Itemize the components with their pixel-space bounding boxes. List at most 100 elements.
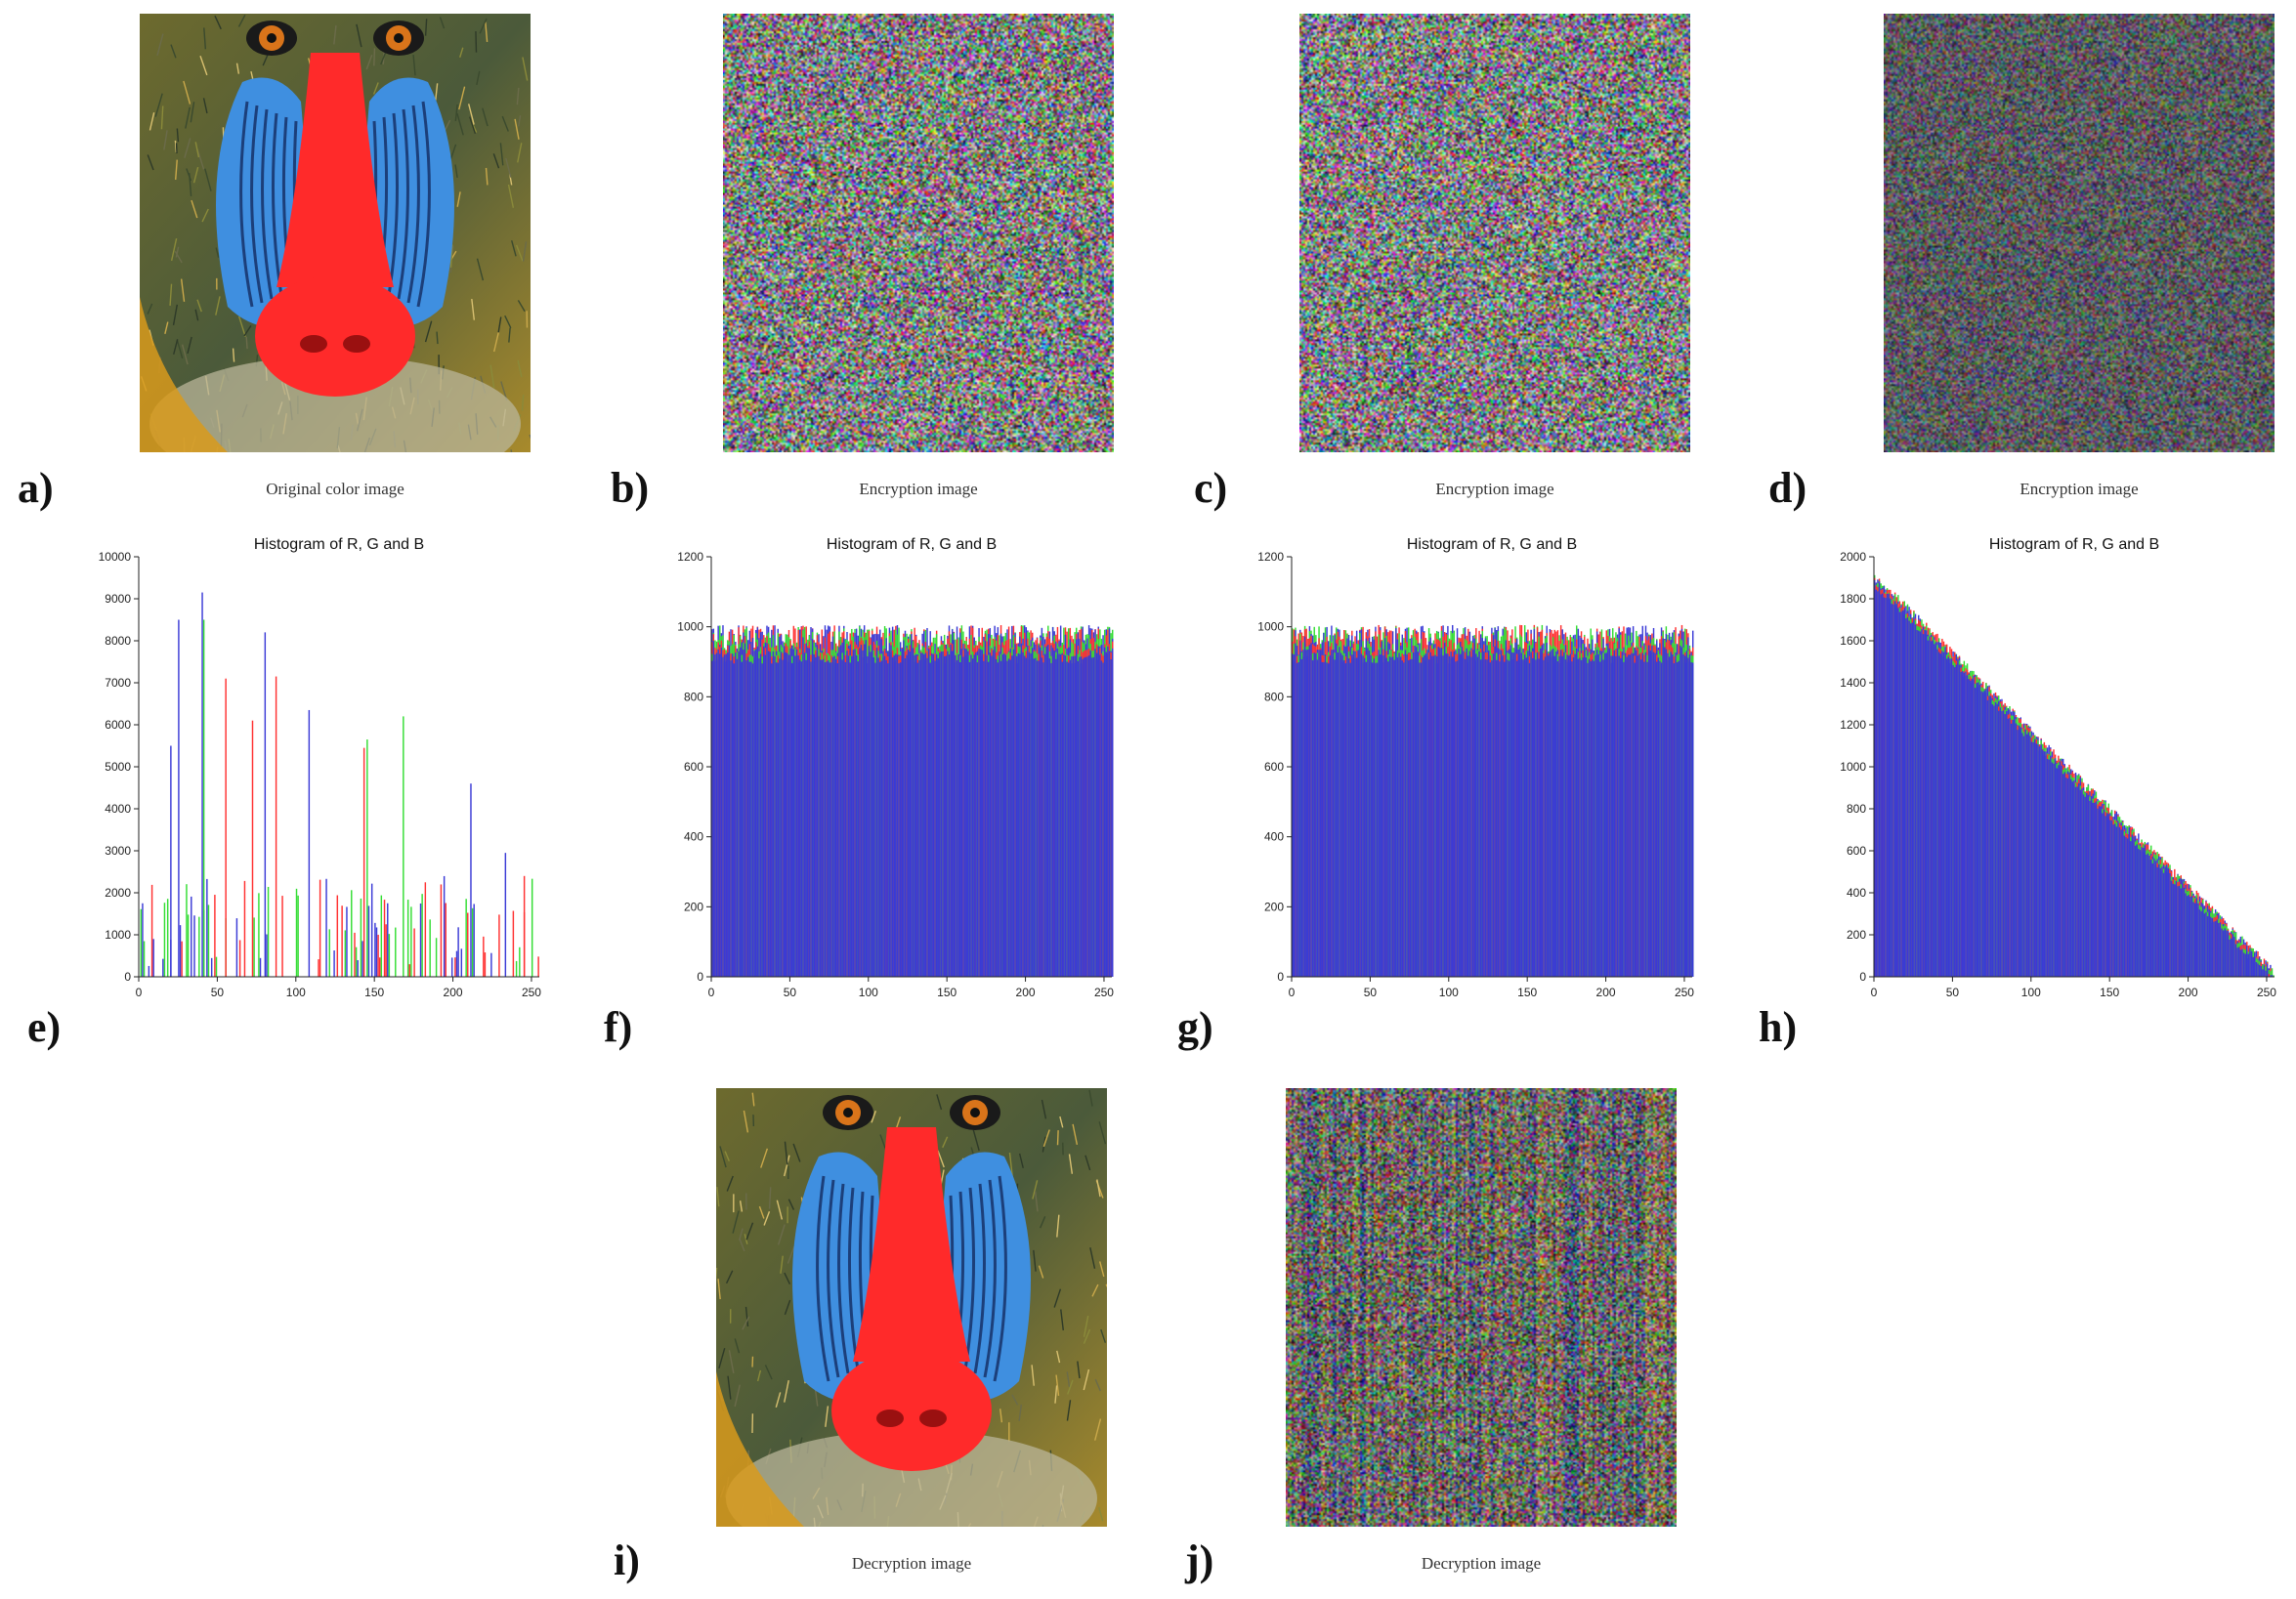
histogram-bar-green bbox=[421, 894, 423, 977]
histogram-bar-blue bbox=[1082, 658, 1084, 977]
x-tick-label: 200 bbox=[444, 986, 463, 999]
fur-strand bbox=[147, 303, 153, 315]
histogram-bar-blue bbox=[457, 927, 459, 977]
histogram-bar-blue bbox=[1497, 648, 1500, 977]
fur-strand bbox=[189, 173, 192, 197]
fur-strand bbox=[724, 1151, 731, 1162]
histogram-bar-blue bbox=[1061, 661, 1063, 977]
histogram-bar-blue bbox=[931, 652, 933, 977]
histogram-bar-blue bbox=[2112, 824, 2114, 977]
fur-strand bbox=[215, 247, 220, 258]
histogram-bar-blue bbox=[1393, 659, 1395, 977]
histogram-bar-blue bbox=[2138, 848, 2140, 977]
histogram-bar-blue bbox=[1660, 662, 1663, 977]
yellow-fur-left bbox=[140, 297, 228, 452]
fur-strand bbox=[333, 24, 337, 45]
fur-strand bbox=[516, 244, 524, 262]
histogram-bar-red bbox=[483, 936, 485, 977]
histogram-bar-blue bbox=[743, 650, 744, 977]
histogram-bar-blue bbox=[1076, 646, 1078, 977]
fur-strand bbox=[727, 1375, 732, 1400]
fur-strand bbox=[1033, 1249, 1037, 1272]
histogram-bar-blue bbox=[939, 659, 941, 977]
histogram-bar-blue bbox=[1924, 634, 1926, 977]
fur-strand bbox=[1099, 1261, 1105, 1278]
fur-strand bbox=[734, 1338, 741, 1354]
histogram-bar-blue bbox=[2073, 784, 2075, 977]
histogram-bar-blue bbox=[1403, 662, 1405, 977]
histogram-bar-blue bbox=[733, 663, 735, 977]
histogram-bar-blue bbox=[2043, 755, 2046, 977]
histogram-bar-green bbox=[471, 907, 474, 977]
histogram-bar-blue bbox=[909, 658, 912, 977]
fur-strand bbox=[196, 299, 202, 313]
histogram-bar-blue bbox=[1971, 683, 1974, 977]
histogram-bar-blue bbox=[333, 950, 335, 977]
histogram-bar-blue bbox=[1053, 651, 1055, 977]
cheek-ridge bbox=[250, 105, 264, 304]
histogram-bar-blue bbox=[1310, 643, 1312, 977]
x-tick-label: 0 bbox=[1871, 986, 1878, 999]
histogram-bar-blue bbox=[2190, 896, 2193, 977]
y-tick-label: 1000 bbox=[1840, 760, 1866, 774]
fur-strand bbox=[763, 1211, 771, 1226]
histogram-bar-blue bbox=[1420, 662, 1423, 977]
fur-strand bbox=[191, 199, 198, 219]
fur-strand bbox=[183, 80, 191, 105]
fur-strand bbox=[492, 332, 499, 353]
histogram-bar-blue bbox=[1502, 655, 1504, 977]
histogram-bar-blue bbox=[1599, 661, 1601, 977]
fur-strand bbox=[1094, 1378, 1101, 1392]
histogram-bar-blue bbox=[1582, 657, 1584, 977]
cheek-ridge bbox=[261, 108, 274, 300]
histogram-bar-blue bbox=[924, 659, 927, 977]
histogram-bar-blue bbox=[1038, 660, 1040, 977]
histogram-bar-blue bbox=[1047, 652, 1049, 977]
fur-strand bbox=[180, 278, 186, 302]
histogram-bar-blue bbox=[1072, 662, 1075, 977]
histogram-bar-green bbox=[380, 895, 383, 977]
histogram-bar-blue bbox=[997, 662, 999, 977]
histogram-bar-blue bbox=[895, 660, 897, 977]
fur-strand bbox=[972, 1129, 980, 1152]
histogram-bar-blue bbox=[1939, 653, 1941, 977]
fur-strand bbox=[424, 320, 433, 343]
histogram-bar-blue bbox=[865, 640, 868, 977]
y-tick-label: 10000 bbox=[99, 550, 132, 564]
histogram-bar-red bbox=[341, 905, 343, 977]
histogram-bar-blue bbox=[1683, 662, 1686, 977]
y-tick-label: 0 bbox=[1859, 970, 1866, 984]
nose-bridge bbox=[276, 53, 394, 287]
histogram-bar-blue bbox=[1416, 647, 1418, 977]
histogram-bar-blue bbox=[1022, 652, 1024, 977]
histogram-bar-blue bbox=[918, 659, 920, 977]
histogram-bar-blue bbox=[2180, 888, 2182, 977]
histogram-bar-blue bbox=[2139, 850, 2142, 977]
histogram-bar-blue bbox=[1980, 691, 1982, 977]
histogram-bar-blue bbox=[2236, 947, 2238, 977]
histogram-bar-blue bbox=[1359, 640, 1361, 977]
fur-strand bbox=[373, 48, 376, 66]
histogram-bar-blue bbox=[1006, 660, 1008, 977]
histogram-bar-blue bbox=[1935, 646, 1937, 977]
histogram-bar-blue bbox=[1558, 662, 1560, 977]
histogram-bar-blue bbox=[1030, 652, 1032, 977]
histogram-bar-blue bbox=[715, 659, 718, 977]
histogram-bar-blue bbox=[1370, 661, 1372, 977]
fur-strand bbox=[787, 1245, 795, 1264]
histogram-bar-blue bbox=[1452, 656, 1454, 977]
fur-strand bbox=[499, 143, 504, 166]
cheek-ridge bbox=[973, 1183, 986, 1374]
histogram-bar-blue bbox=[907, 650, 910, 977]
histogram-bar-blue bbox=[2018, 730, 2020, 977]
histogram-bar-blue bbox=[1042, 662, 1044, 977]
histogram-bar-blue bbox=[178, 619, 180, 977]
histogram-bar-blue bbox=[1094, 649, 1096, 977]
cheek-ridge bbox=[406, 105, 420, 304]
histogram-bar-blue bbox=[1555, 658, 1557, 977]
fur-strand bbox=[1018, 1404, 1023, 1421]
histogram-bar-blue bbox=[774, 655, 776, 977]
histogram-svg-f: Histogram of R, G and B 0 50 100 150 200 250 0 2… bbox=[677, 536, 1114, 999]
histogram-bar-blue bbox=[1574, 653, 1576, 977]
y-tick-label: 800 bbox=[1264, 690, 1284, 703]
